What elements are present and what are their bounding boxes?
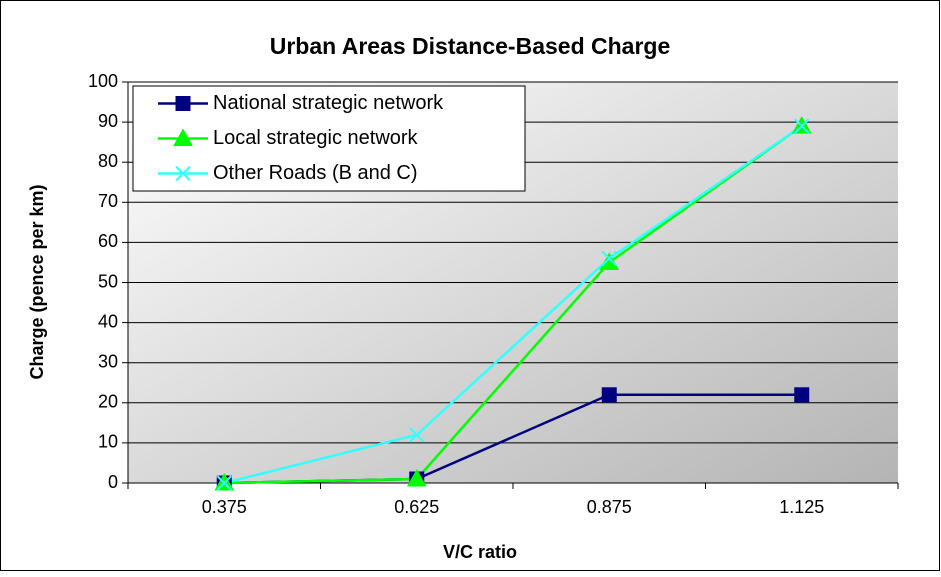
- x-tick-label: 1.125: [779, 497, 824, 517]
- x-tick-label: 0.875: [587, 497, 632, 517]
- marker: [173, 128, 193, 146]
- marker: [601, 387, 617, 403]
- y-tick-label: 30: [98, 351, 118, 371]
- marker: [216, 475, 232, 491]
- y-tick-label: 70: [98, 191, 118, 211]
- marker: [175, 165, 191, 182]
- y-tick-label: 100: [88, 71, 118, 91]
- legend-label: National strategic network: [213, 92, 444, 114]
- y-tick-label: 10: [98, 432, 118, 452]
- legend: National strategic network Local strategi…: [132, 85, 526, 192]
- series-line: [223, 125, 803, 485]
- y-tick-label: 0: [108, 472, 118, 492]
- y-tick-label: 40: [98, 311, 118, 331]
- y-tick-label: 60: [98, 231, 118, 251]
- y-axis-label: Charge (pence per km): [27, 184, 47, 379]
- legend-label: Local strategic network: [213, 127, 419, 149]
- y-tick-label: 90: [98, 111, 118, 131]
- x-axis-label: V/C ratio: [443, 542, 517, 562]
- legend-label: Other Roads (B and C): [213, 162, 418, 184]
- chart-title: Urban Areas Distance-Based Charge: [270, 33, 671, 59]
- y-tick-label: 50: [98, 271, 118, 291]
- x-tick-label: 0.375: [202, 497, 247, 517]
- y-tick-label: 80: [98, 151, 118, 171]
- x-tick-label: 0.625: [394, 497, 439, 517]
- marker: [175, 96, 191, 111]
- marker: [794, 118, 810, 134]
- marker: [599, 252, 620, 270]
- marker: [601, 250, 617, 267]
- marker: [409, 427, 425, 443]
- marker: [406, 468, 427, 487]
- y-tick-label: 20: [98, 392, 118, 412]
- marker: [794, 387, 810, 403]
- series-line: [224, 125, 803, 485]
